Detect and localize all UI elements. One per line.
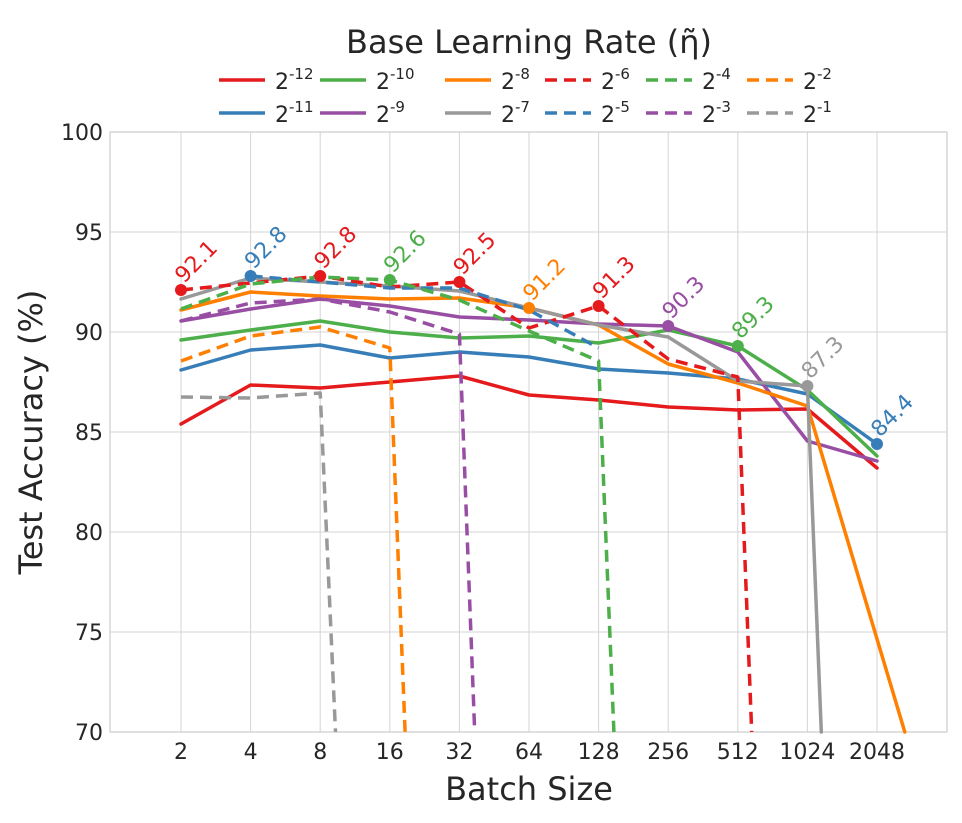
x-tick-label: 2048	[849, 740, 905, 765]
x-tick-label: 8	[313, 740, 327, 765]
legend-label: 2-4	[702, 65, 731, 95]
series-line-neg10	[179, 319, 879, 458]
best-point-marker	[731, 340, 744, 352]
best-point-marker	[314, 270, 327, 282]
legend-label: 2-5	[601, 98, 630, 128]
x-tick-label: 128	[578, 740, 620, 765]
legend-label: 2-12	[275, 65, 314, 95]
best-point-marker	[801, 380, 814, 392]
best-point-marker	[453, 276, 466, 288]
legend-title: Base Learning Rate (η̃)	[346, 23, 712, 61]
x-tick-label: 1024	[779, 740, 835, 765]
x-axis-label: Batch Size	[445, 770, 613, 808]
series-line-neg2	[180, 325, 407, 733]
legend-label: 2-11	[275, 98, 314, 128]
markers	[175, 270, 883, 450]
best-point-marker	[592, 300, 605, 312]
legend-label: 2-6	[601, 65, 630, 95]
x-tick-label: 32	[445, 740, 473, 765]
series-line-neg4	[180, 275, 616, 733]
y-tick-label: 75	[75, 621, 103, 646]
x-tick-label: 64	[515, 740, 543, 765]
y-tick-label: 80	[75, 521, 103, 546]
y-ticks: 70 75 80 85 90 95 100	[61, 121, 103, 746]
plot-frame	[109, 131, 948, 733]
series-line-neg12	[179, 374, 879, 470]
y-tick-label: 85	[75, 421, 103, 446]
legend-label: 2-7	[501, 98, 530, 128]
legend-label: 2-8	[501, 65, 530, 95]
series-line-neg5	[250, 274, 600, 350]
best-point-marker	[523, 302, 535, 314]
x-ticks: 2 4 8 16 32 64 128 256 512 1024 2048	[174, 740, 905, 765]
series-line-neg1	[180, 391, 338, 733]
series-line-neg6	[180, 274, 754, 733]
y-tick-label: 100	[61, 121, 103, 146]
x-tick-label: 16	[376, 740, 404, 765]
x-tick-label: 4	[244, 740, 258, 765]
legend-label: 2-3	[702, 98, 731, 128]
best-point-marker	[662, 320, 675, 332]
y-tick-label: 70	[75, 721, 103, 746]
x-tick-label: 256	[647, 740, 689, 765]
x-tick-label: 2	[174, 740, 188, 765]
y-axis-label: Test Accuracy (%)	[12, 290, 50, 576]
legend-label: 2-1	[803, 98, 832, 128]
y-tick-label: 95	[75, 221, 103, 246]
legend-label: 2-9	[376, 98, 405, 128]
legend-label: 2-2	[803, 65, 832, 95]
best-point-marker	[871, 438, 883, 450]
y-tick-label: 90	[75, 321, 103, 346]
best-point-marker	[244, 270, 257, 282]
legend-label: 2-10	[376, 65, 415, 95]
best-point-marker	[383, 274, 396, 286]
x-tick-label: 512	[717, 740, 759, 765]
legend: 2-122-11 2-10 2-9 2-8 2-7 2-6 2-5 2-4 2-3 2-2 2-1	[219, 65, 832, 128]
series-line-neg3	[180, 297, 477, 733]
best-point-marker	[175, 284, 187, 296]
